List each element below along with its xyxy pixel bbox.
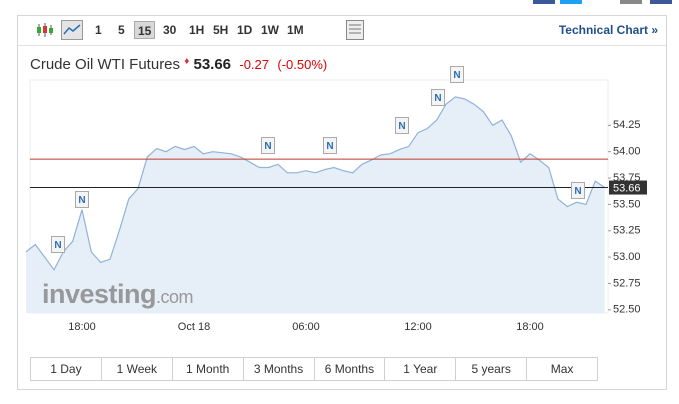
social-icon[interactable] (560, 0, 582, 4)
news-marker[interactable]: N (450, 66, 464, 83)
interval-button[interactable]: 5H (213, 23, 229, 37)
range-button[interactable]: 1 Year (385, 358, 457, 380)
y-tick-label: 53.50 (613, 198, 641, 210)
widget-frame (17, 15, 667, 390)
interval-button[interactable]: 1W (261, 23, 279, 37)
price-line (25, 96, 606, 271)
news-marker[interactable]: N (261, 137, 275, 154)
news-marker[interactable]: N (395, 117, 409, 134)
price: 53.66 (193, 56, 232, 73)
range-button[interactable]: 3 Months (244, 358, 315, 380)
news-marker[interactable]: N (431, 89, 445, 106)
technical-chart-link[interactable]: Technical Chart » (558, 23, 658, 37)
quote-header: Crude Oil WTI Futures ♦ 53.66 -0.27 (-0.… (30, 56, 327, 73)
x-tick-label: 06:00 (292, 321, 320, 333)
interval-button[interactable]: 15 (134, 21, 156, 39)
change-percent: (-0.50%) (277, 57, 328, 72)
social-icon[interactable] (650, 0, 672, 4)
instrument-title: Crude Oil WTI Futures (30, 56, 181, 73)
range-selector: 1 Day 1 Week 1 Month 3 Months 6 Months 1 Year… (30, 357, 598, 381)
interval-button[interactable]: 1 (95, 23, 102, 37)
y-tick-label: 53.00 (613, 251, 641, 263)
x-tick-label: 18:00 (516, 321, 544, 333)
social-icon[interactable] (533, 0, 555, 4)
news-marker[interactable]: N (75, 191, 89, 208)
range-button[interactable]: Max (550, 362, 574, 376)
interval-button[interactable]: 5 (118, 23, 125, 37)
watermark: investing.com (42, 279, 194, 310)
social-icon[interactable] (620, 0, 642, 4)
y-tick-label: 52.50 (613, 304, 641, 316)
news-marker[interactable]: N (323, 137, 337, 154)
x-tick-label: 12:00 (404, 321, 432, 333)
y-tick-label: 52.75 (613, 277, 641, 289)
change: -0.27 (239, 57, 270, 72)
news-marker[interactable]: N (571, 182, 585, 199)
x-tick-label: 18:00 (68, 321, 96, 333)
y-tick-label: 53.25 (613, 225, 641, 237)
interval-button[interactable]: 1D (237, 23, 253, 37)
range-button[interactable]: 6 Months (315, 358, 386, 380)
watermark-brand: investing (42, 279, 157, 309)
price-area (26, 96, 605, 314)
x-tick-label: Oct 18 (178, 321, 210, 333)
watermark-suffix: .com (156, 287, 194, 307)
range-button[interactable]: 1 Week (102, 358, 173, 380)
chart: 53.66 52.50 52.75 53.00 53.25 53.50 53.75 54.00… (25, 79, 647, 333)
candle-icon[interactable] (36, 22, 54, 38)
interval-button[interactable]: 30 (163, 23, 177, 37)
y-tick-label: 54.25 (613, 119, 641, 131)
y-tick-label: 53.75 (613, 172, 641, 184)
interval-button[interactable]: 1M (287, 23, 304, 37)
last-price-label: 53.66 (613, 182, 641, 194)
range-button[interactable]: 1 Month (173, 358, 244, 380)
line-icon[interactable] (61, 20, 83, 40)
range-button[interactable]: 5 years (456, 358, 528, 380)
interval-button[interactable]: 1H (189, 23, 205, 37)
down-arrow: ♦ (184, 56, 190, 67)
last-price-badge (609, 180, 647, 195)
y-tick-label: 54.00 (613, 146, 641, 158)
news-marker[interactable]: N (51, 236, 65, 253)
toolbar: 1 5 15 30 1H 5H 1D 1W 1M Technical Chart » (18, 16, 666, 46)
range-button[interactable]: 1 Day (31, 358, 102, 380)
calendar-icon[interactable] (346, 20, 364, 40)
